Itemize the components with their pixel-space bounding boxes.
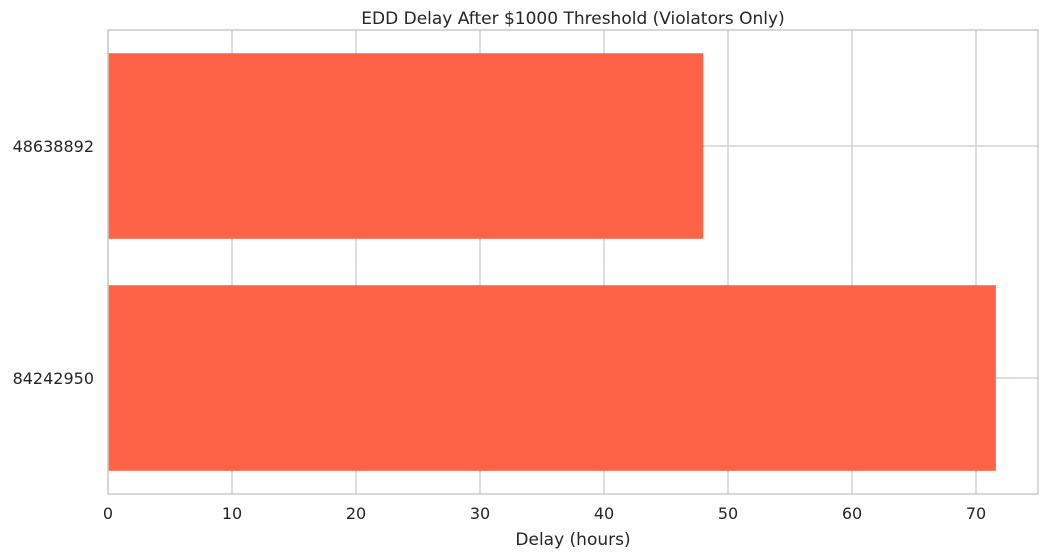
x-tick-label: 10 — [222, 504, 242, 523]
chart-title: EDD Delay After $1000 Threshold (Violato… — [361, 9, 784, 29]
y-tick-label: 84242950 — [13, 369, 94, 388]
bar-84242950 — [108, 285, 996, 471]
x-tick-label: 0 — [103, 504, 113, 523]
x-axis-label: Delay (hours) — [515, 530, 630, 550]
x-tick-label: 20 — [346, 504, 366, 523]
x-tick-label: 30 — [470, 504, 490, 523]
x-tick-label: 60 — [842, 504, 862, 523]
y-tick-label: 48638892 — [13, 137, 94, 156]
y-tick-labels: 48638892 84242950 — [13, 137, 94, 388]
x-tick-labels: 0 10 20 30 40 50 60 70 — [103, 504, 986, 523]
x-tick-label: 70 — [966, 504, 986, 523]
x-tick-label: 50 — [718, 504, 738, 523]
x-tick-label: 40 — [594, 504, 614, 523]
bars — [108, 53, 996, 471]
plot-frame — [107, 29, 1039, 495]
bar-48638892 — [108, 53, 704, 239]
